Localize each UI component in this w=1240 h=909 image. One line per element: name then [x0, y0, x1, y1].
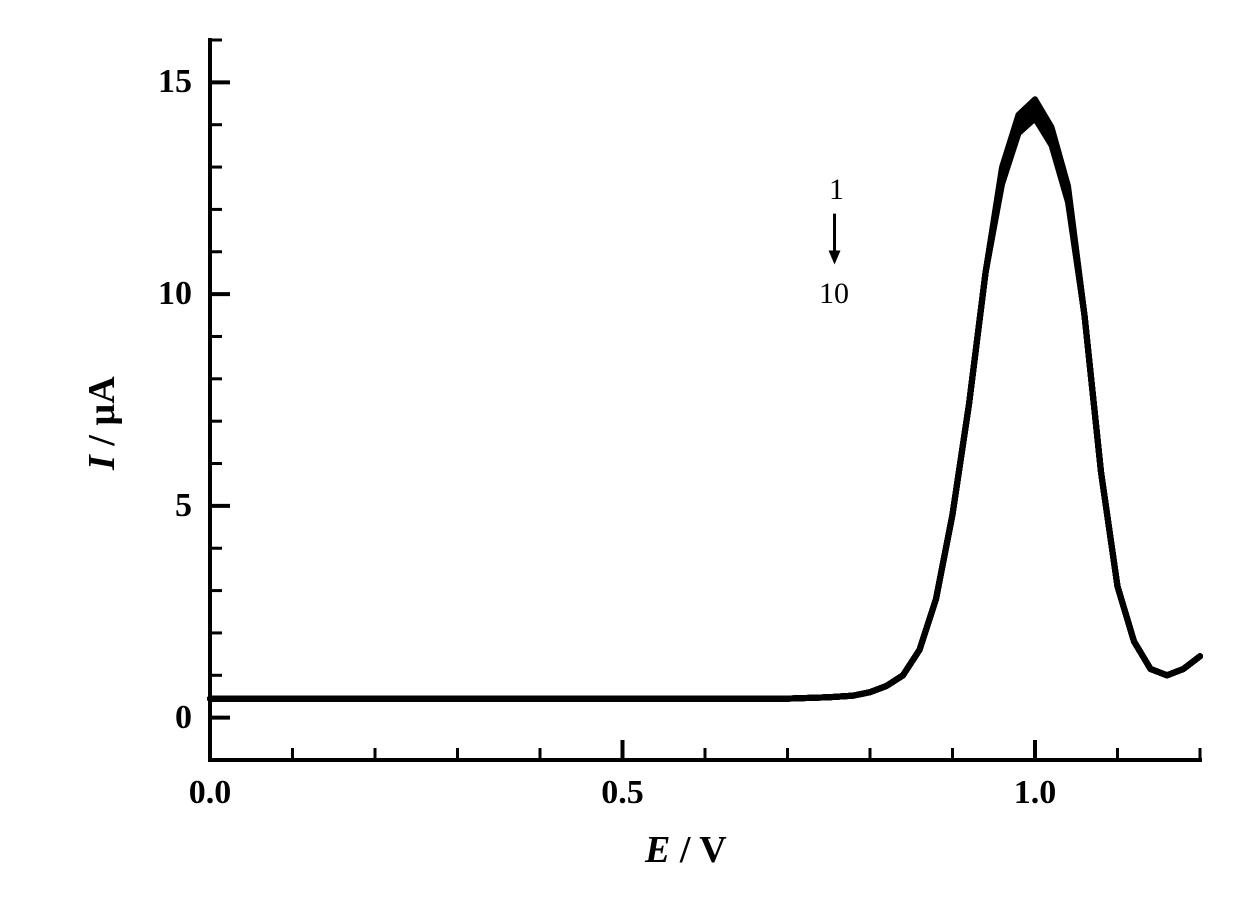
x-tick-label: 0.0 [180, 774, 240, 812]
x-tick-label: 0.5 [593, 774, 653, 812]
annotation-label-bottom: 10 [819, 277, 849, 311]
y-tick-label: 5 [175, 487, 192, 525]
y-tick-label: 10 [158, 275, 192, 313]
y-tick-label: 15 [158, 63, 192, 101]
x-tick-label: 1.0 [1005, 774, 1065, 812]
y-axis-label-unit: µA [81, 376, 123, 425]
chart-container: I / µA E / V 1 10 0.0 0.5 1.0 0 5 10 15 [0, 0, 1240, 909]
y-axis-label-var: I [81, 455, 123, 470]
chart-svg [0, 0, 1240, 909]
x-axis-label: E / V [645, 828, 727, 872]
y-axis-label: I / µA [80, 376, 124, 470]
x-axis-label-unit: V [699, 829, 726, 871]
y-tick-label: 0 [175, 699, 192, 737]
x-axis-label-var: E [645, 829, 670, 871]
annotation-label-top: 1 [829, 173, 844, 207]
y-axis-label-sep: / [81, 426, 123, 456]
x-axis-label-sep: / [670, 829, 699, 871]
